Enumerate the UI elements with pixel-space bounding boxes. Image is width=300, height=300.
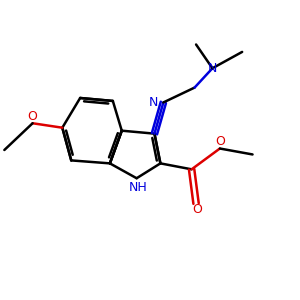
Text: O: O (215, 136, 225, 148)
Text: N: N (208, 62, 217, 75)
Text: O: O (28, 110, 38, 123)
Text: O: O (193, 203, 202, 216)
Text: NH: NH (129, 181, 148, 194)
Text: N: N (148, 96, 158, 109)
